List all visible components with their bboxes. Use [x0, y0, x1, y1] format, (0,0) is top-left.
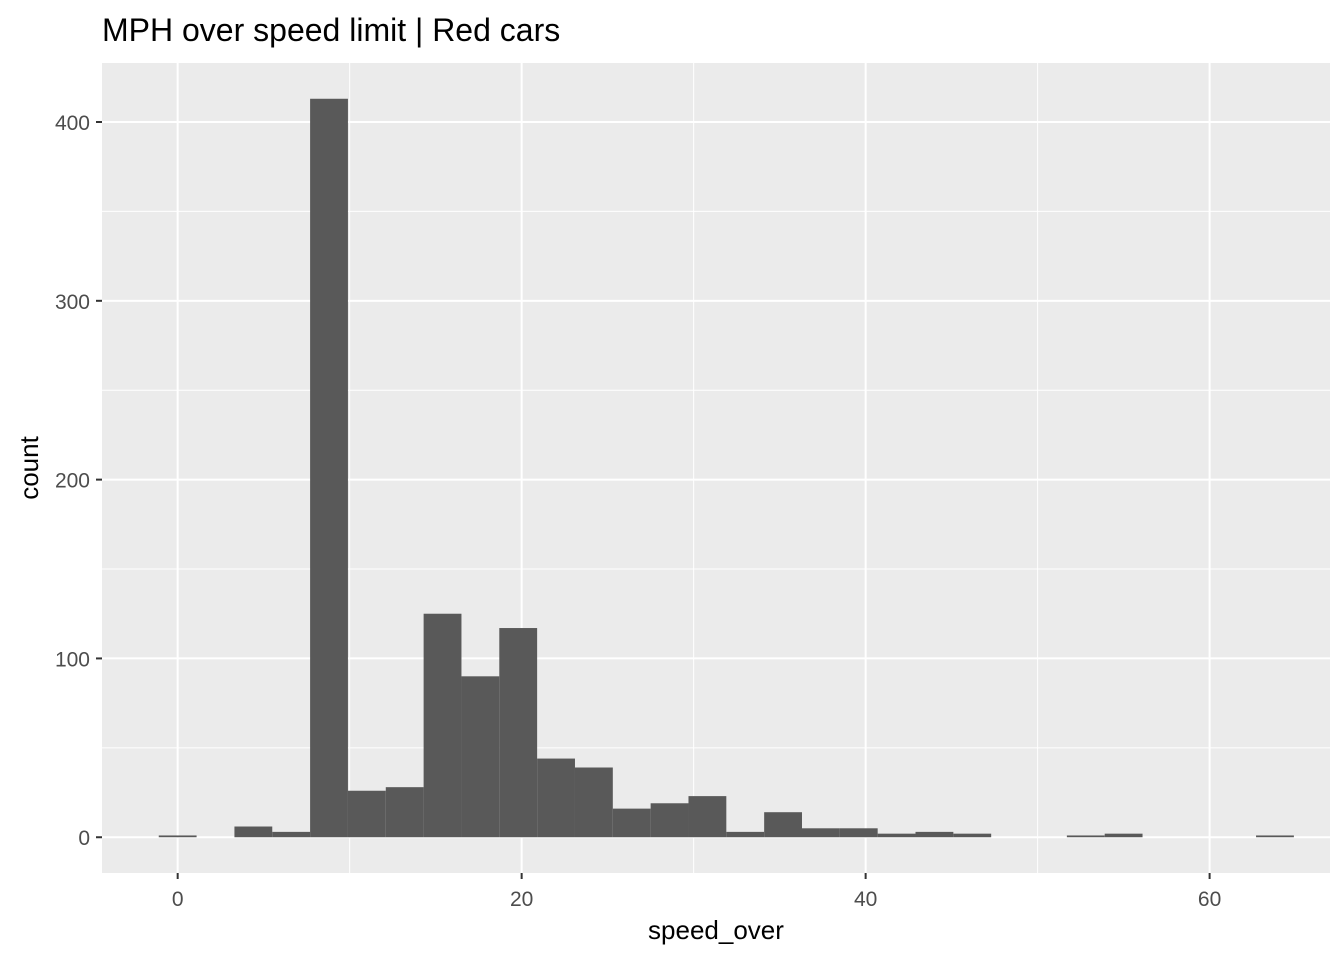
histogram-bar — [688, 796, 727, 838]
histogram-bar — [801, 828, 840, 838]
chart-title: MPH over speed limit | Red cars — [102, 12, 560, 48]
histogram-bar — [1066, 835, 1105, 838]
histogram-bar — [423, 613, 462, 838]
histogram-bar — [953, 833, 992, 838]
histogram-bar — [499, 628, 538, 838]
histogram-bar — [310, 98, 348, 838]
y-axis-title: count — [14, 435, 44, 499]
histogram-bar — [158, 835, 197, 838]
histogram-bar — [385, 787, 424, 838]
y-tick-label: 300 — [55, 291, 90, 314]
y-tick-label: 200 — [55, 470, 90, 493]
histogram-bar — [915, 831, 954, 838]
histogram-bar — [234, 826, 273, 838]
y-axis: 0 100 200 300 400 — [55, 112, 102, 850]
histogram-bar — [612, 808, 651, 838]
histogram-bar — [877, 833, 916, 838]
y-tick-label: 100 — [55, 648, 90, 671]
x-tick-label: 40 — [854, 888, 877, 911]
histogram-bar — [650, 803, 689, 838]
y-tick-label: 400 — [55, 112, 90, 135]
histogram-bar — [764, 812, 802, 838]
histogram-bar — [574, 767, 613, 838]
histogram-bar — [726, 831, 765, 838]
histogram-bar — [461, 676, 500, 838]
histogram-bar — [839, 828, 878, 838]
histogram-bar — [347, 790, 386, 838]
plot-panel — [102, 63, 1330, 873]
minor-gridlines — [102, 63, 1330, 873]
x-tick-label: 60 — [1198, 888, 1221, 911]
x-tick-label: 0 — [172, 888, 184, 911]
y-tick-label: 0 — [78, 827, 90, 850]
x-axis-title: speed_over — [648, 915, 784, 945]
histogram-bar — [1256, 835, 1294, 838]
histogram-bar — [537, 758, 575, 838]
histogram-bar — [272, 831, 311, 838]
x-tick-label: 20 — [510, 888, 533, 911]
histogram-bars — [158, 98, 1294, 838]
x-axis: 0 20 40 60 — [172, 873, 1221, 911]
histogram-bar — [1104, 833, 1143, 838]
